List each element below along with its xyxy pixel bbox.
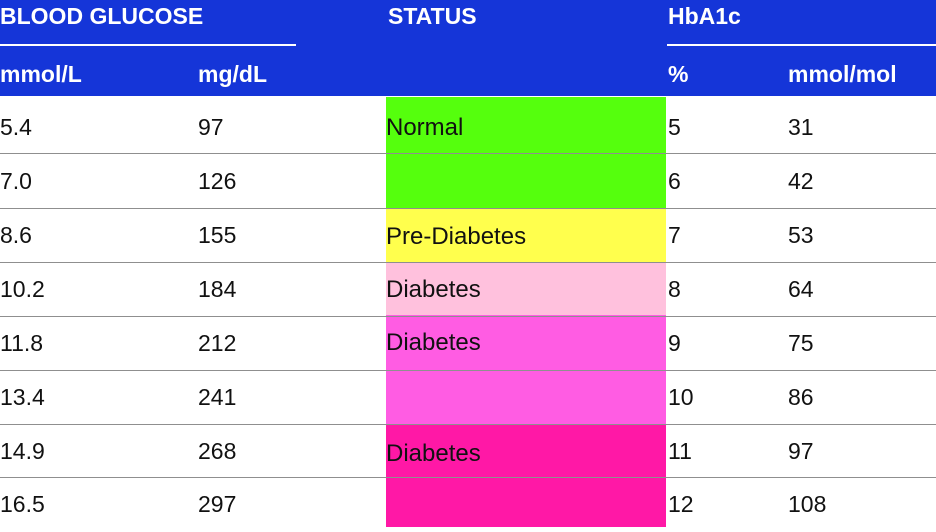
row-2-hba1c-percent: 6 — [668, 168, 681, 194]
hba1c-heading: HbA1c — [668, 3, 741, 29]
row-6-hba1c-percent: 10 — [668, 384, 694, 410]
status-diabetes-light-block: Diabetes — [386, 262, 666, 315]
row-5-mg-dl: 212 — [198, 330, 237, 356]
row-2-mg-dl: 126 — [198, 168, 237, 194]
row-7-hba1c-mmol-mol: 97 — [788, 438, 814, 464]
status-diabetes-light-label: Diabetes — [386, 276, 481, 303]
mmol-l-subheading: mmol/L — [0, 61, 82, 87]
row-6-mmol-l: 13.4 — [0, 384, 45, 410]
row-3-hba1c-percent: 7 — [668, 222, 681, 248]
row-3-hba1c-mmol-mol: 53 — [788, 222, 814, 248]
blood-glucose-heading: BLOOD GLUCOSE — [0, 3, 204, 29]
status-heading: STATUS — [388, 3, 477, 29]
row-1-mmol-l: 5.4 — [0, 114, 32, 140]
row-2-mmol-l: 7.0 — [0, 168, 32, 194]
row-8-hba1c-mmol-mol: 108 — [788, 491, 827, 517]
row-5-hba1c-percent: 9 — [668, 330, 681, 356]
row-divider-7 — [0, 477, 936, 478]
mg-dl-subheading: mg/dL — [198, 61, 267, 87]
row-4-hba1c-mmol-mol: 64 — [788, 276, 814, 302]
row-divider-2 — [0, 208, 936, 209]
status-diabetes-dark-block: Diabetes — [386, 425, 666, 527]
row-5-hba1c-mmol-mol: 75 — [788, 330, 814, 356]
row-divider-5 — [0, 370, 936, 371]
row-3-mg-dl: 155 — [198, 222, 237, 248]
row-4-hba1c-percent: 8 — [668, 276, 681, 302]
status-normal-label: Normal — [386, 114, 464, 141]
row-4-mmol-l: 10.2 — [0, 276, 45, 302]
mmol-mol-subheading: mmol/mol — [788, 61, 897, 87]
status-pre-diabetes-block: Pre-Diabetes — [386, 209, 666, 262]
row-3-mmol-l: 8.6 — [0, 222, 32, 248]
row-8-mmol-l: 16.5 — [0, 491, 45, 517]
hba1c-heading-rule — [667, 44, 936, 46]
status-diabetes-dark-label: Diabetes — [386, 440, 481, 467]
row-5-mmol-l: 11.8 — [0, 330, 44, 356]
row-7-hba1c-percent: 11 — [668, 438, 692, 464]
row-divider-3 — [0, 262, 936, 263]
row-1-hba1c-mmol-mol: 31 — [788, 114, 814, 140]
row-6-mg-dl: 241 — [198, 384, 237, 410]
row-8-hba1c-percent: 12 — [668, 491, 694, 517]
row-4-mg-dl: 184 — [198, 276, 237, 302]
row-divider-4 — [0, 316, 936, 317]
blood-glucose-heading-rule — [0, 44, 296, 46]
row-8-mg-dl: 297 — [198, 491, 237, 517]
row-7-mmol-l: 14.9 — [0, 438, 45, 464]
row-7-mg-dl: 268 — [198, 438, 237, 464]
status-pre-diabetes-label: Pre-Diabetes — [386, 223, 527, 250]
row-divider-6 — [0, 424, 936, 425]
row-6-hba1c-mmol-mol: 86 — [788, 384, 814, 410]
table-header: BLOOD GLUCOSE STATUS HbA1c mmol/L mg/dL … — [0, 0, 936, 96]
row-2-hba1c-mmol-mol: 42 — [788, 168, 814, 194]
percent-subheading: % — [668, 61, 689, 87]
row-1-hba1c-percent: 5 — [668, 114, 681, 140]
row-1-mg-dl: 97 — [198, 114, 224, 140]
status-diabetes-medium-label: Diabetes — [386, 329, 481, 356]
row-divider-1 — [0, 153, 936, 154]
